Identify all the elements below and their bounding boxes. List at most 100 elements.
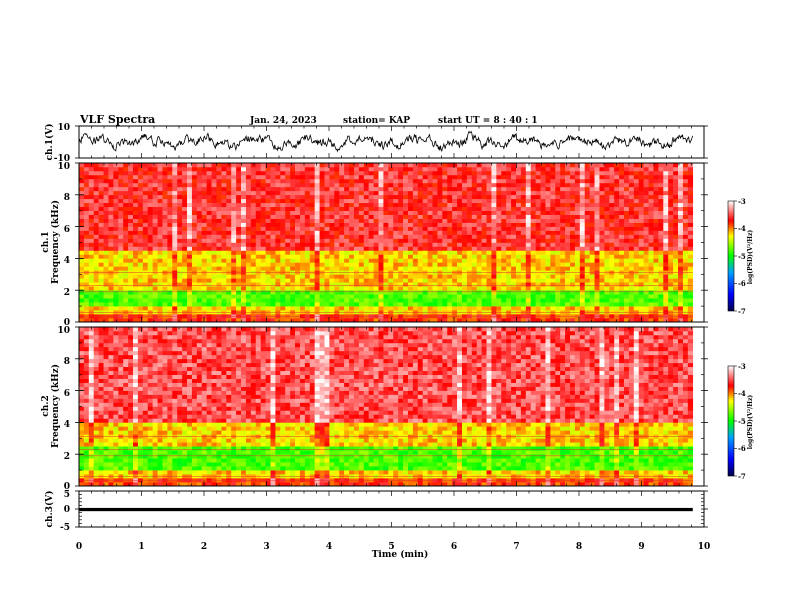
spectrogram-cell — [579, 218, 586, 223]
spectrogram-cell — [314, 198, 320, 204]
spectrogram-cell — [624, 170, 630, 176]
spectrogram-cell — [496, 210, 502, 215]
spectrogram-cell — [525, 182, 532, 188]
spectrogram-cell — [403, 302, 409, 307]
spectrogram-cell — [604, 182, 610, 188]
spectrogram-cell — [353, 298, 360, 303]
spectrogram-cell — [280, 282, 286, 287]
spectrogram-cell — [545, 298, 551, 303]
spectrogram-cell — [624, 286, 630, 291]
spectrogram-cell — [260, 302, 266, 307]
spectrogram-cell — [270, 174, 276, 180]
spectrogram-cell — [319, 206, 325, 212]
spectrogram-cell — [353, 294, 360, 299]
spectrogram-cell — [88, 226, 95, 231]
spectrogram-cell — [638, 306, 644, 311]
spectrogram-cell — [265, 254, 271, 259]
spectrogram-cell — [403, 182, 409, 188]
spectrogram-cell — [358, 286, 365, 291]
spectrogram-cell — [133, 242, 139, 247]
spectrogram-cell — [574, 294, 581, 299]
spectrogram-cell — [643, 206, 649, 212]
spectrogram-cell — [412, 274, 419, 279]
spectrogram-cell — [614, 254, 620, 259]
spectrogram-cell — [265, 190, 271, 196]
spectrogram-cell — [142, 302, 149, 307]
spectrogram-cell — [398, 170, 404, 176]
spectrogram-cell — [565, 286, 571, 291]
spectrogram-cell — [452, 294, 458, 299]
spectrogram-cell — [216, 318, 222, 323]
spectrogram-cell — [584, 230, 590, 235]
spectrogram-cell — [540, 190, 546, 196]
spectrogram-cell — [128, 250, 134, 255]
spectrogram-cell — [196, 226, 203, 231]
spectrogram-cell — [496, 222, 502, 227]
spectrogram-cell — [344, 274, 350, 279]
spectrogram-cell — [280, 202, 286, 208]
spectrogram-cell — [594, 174, 600, 180]
spectrogram-cell — [118, 163, 124, 168]
spectrogram-cell — [319, 202, 325, 208]
spectrogram-cell — [511, 290, 517, 295]
spectrogram-cell — [628, 210, 635, 215]
spectrogram-cell — [407, 214, 414, 219]
spectrogram-cell — [187, 166, 193, 172]
spectrogram-cell — [250, 290, 257, 295]
spectrogram-cell — [422, 210, 428, 215]
spectrogram-cell — [196, 163, 203, 168]
spectrogram-cell — [88, 166, 95, 172]
spectrogram-cell — [633, 170, 640, 176]
spectrogram-cell — [604, 274, 610, 279]
spectrogram-cell — [398, 214, 404, 219]
spectrogram-cell — [417, 198, 423, 204]
spectrogram-cell — [113, 218, 119, 223]
spectrogram-cell — [550, 226, 556, 231]
spectrogram-cell — [241, 250, 247, 255]
spectrogram-cell — [506, 202, 512, 208]
spectrogram-cell — [614, 230, 620, 235]
spectrogram-cell — [555, 166, 561, 172]
spectrogram-cell — [275, 250, 281, 255]
spectrogram-cell — [93, 242, 99, 247]
spectrogram-cell — [545, 294, 551, 299]
spectrogram-cell — [540, 166, 546, 172]
spectrogram-cell — [432, 258, 438, 263]
spectrogram-cell — [270, 166, 276, 172]
spectrogram-cell — [584, 318, 590, 323]
spectrogram-cell — [540, 198, 546, 204]
spectrogram-cell — [353, 163, 360, 168]
spectrogram-cell — [260, 294, 266, 299]
spectrogram-cell — [663, 178, 669, 184]
spectrogram-cell — [211, 238, 217, 243]
spectrogram-cell — [353, 258, 360, 263]
spectrogram-cell — [103, 258, 109, 263]
spectrogram-cell — [314, 182, 320, 188]
spectrogram-cell — [668, 318, 674, 323]
spectrogram-cell — [290, 266, 296, 271]
spectrogram-cell — [152, 190, 158, 196]
spectrogram-cell — [113, 230, 119, 235]
spectrogram-cell — [255, 250, 261, 255]
spectrogram-cell — [643, 242, 649, 247]
spectrogram-cell — [304, 290, 311, 295]
spectrogram-cell — [584, 258, 590, 263]
spectrogram-cell — [309, 238, 315, 243]
spectrogram-cell — [128, 282, 134, 287]
spectrogram-cell — [427, 170, 433, 176]
spectrogram-cell — [79, 250, 85, 255]
spectrogram-cell — [270, 230, 276, 235]
spectrogram-cell — [673, 298, 679, 303]
spectrogram-cell — [299, 242, 306, 247]
spectrogram-cell — [98, 234, 104, 239]
spectrogram-cell — [304, 190, 311, 196]
spectrogram-cell — [172, 186, 178, 192]
spectrogram-cell — [614, 246, 620, 251]
spectrogram-cell — [638, 222, 644, 227]
spectrogram-cell — [614, 178, 620, 184]
spectrogram-cell — [501, 246, 507, 251]
spectrogram-cell — [314, 234, 320, 239]
spectrogram-cell — [515, 218, 522, 223]
spectrogram-cell — [216, 238, 222, 243]
spectrogram-cell — [339, 222, 345, 227]
